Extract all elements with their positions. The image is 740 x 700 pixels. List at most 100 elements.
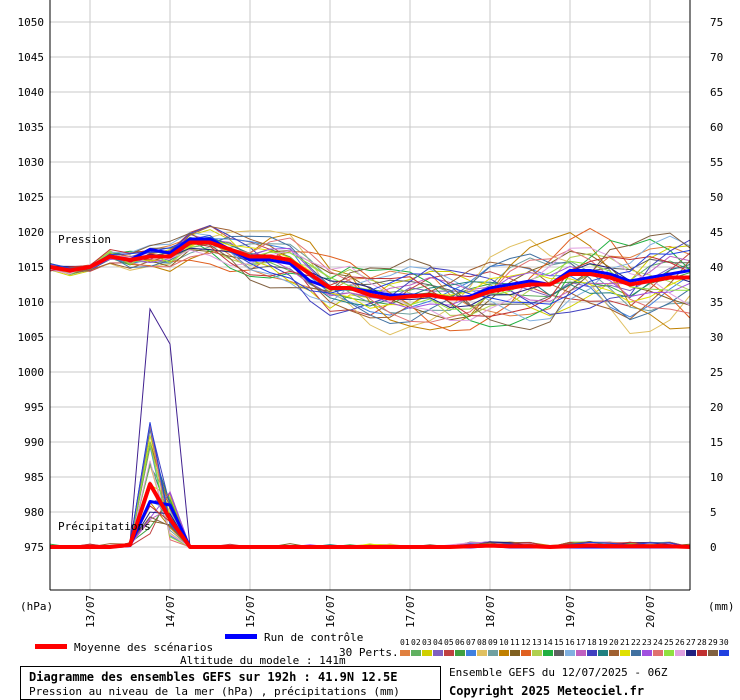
right-tick-label: 0 [710, 541, 717, 554]
perturbation-swatch [400, 650, 410, 656]
perturbation-swatch [477, 650, 487, 656]
x-tick-label: 18/07 [484, 595, 497, 628]
x-tick-label: 14/07 [164, 595, 177, 628]
perturbation-swatch [631, 650, 641, 656]
left-tick-label: 1035 [18, 121, 45, 134]
perturbation-swatch [697, 650, 707, 656]
left-tick-label: 1030 [18, 156, 45, 169]
left-tick-label: 1025 [18, 191, 45, 204]
main-series [49, 237, 691, 549]
right-tick-label: 35 [710, 296, 723, 309]
perturbation-swatch [411, 650, 421, 656]
perturbation-id: 21 [620, 638, 630, 647]
x-tick-label: 13/07 [84, 595, 97, 628]
perturbation-swatch [664, 650, 674, 656]
perturbation-swatch [587, 650, 597, 656]
right-tick-label: 50 [710, 191, 723, 204]
right-tick-label: 10 [710, 471, 723, 484]
control-legend-label: Run de contrôle [264, 631, 364, 644]
perturbation-id: 12 [521, 638, 531, 647]
left-tick-label: 1015 [18, 261, 45, 274]
perturbation-id: 15 [554, 638, 564, 647]
perturbation-id: 17 [576, 638, 586, 647]
run-info: Ensemble GEFS du 12/07/2025 - 06Z [449, 666, 668, 679]
left-axis-unit: (hPa) [20, 600, 54, 613]
right-tick-label: 60 [710, 121, 723, 134]
perturbation-id: 09 [488, 638, 498, 647]
perturbation-swatch [488, 650, 498, 656]
right-axis-unit: (mm) [708, 600, 735, 613]
perturbation-swatch [554, 650, 564, 656]
perturbation-id: 04 [433, 638, 443, 647]
perturbation-id: 07 [466, 638, 476, 647]
altitude-label: Altitude du modele : 141m [180, 654, 346, 667]
left-tick-label: 995 [24, 401, 44, 414]
right-tick-label: 25 [710, 366, 723, 379]
chart-title: Diagramme des ensembles GEFS sur 192h : … [29, 670, 398, 684]
left-tick-label: 1045 [18, 51, 45, 64]
perturbation-swatch [510, 650, 520, 656]
control-legend-swatch [225, 634, 257, 639]
pressure-member-line [49, 232, 691, 322]
right-tick-label: 20 [710, 401, 723, 414]
perturbation-id: 14 [543, 638, 553, 647]
pressure-member-line [49, 232, 691, 331]
right-tick-label: 65 [710, 86, 723, 99]
perturbation-id: 26 [675, 638, 685, 647]
pressure-member-line [49, 249, 691, 321]
x-tick-label: 15/07 [244, 595, 257, 628]
perturbation-swatch [444, 650, 454, 656]
chart-subtitle: Pression au niveau de la mer (hPa) , pré… [29, 685, 400, 698]
perturbation-swatch [719, 650, 729, 656]
left-tick-label: 985 [24, 471, 44, 484]
perturbation-swatch [543, 650, 553, 656]
perturbation-swatch [466, 650, 476, 656]
perturbation-id: 24 [653, 638, 663, 647]
pressure-member-line [49, 225, 691, 316]
perturbation-swatch [433, 650, 443, 656]
right-tick-label: 30 [710, 331, 723, 344]
x-tick-label: 19/07 [564, 595, 577, 628]
perturbation-id: 27 [686, 638, 696, 647]
perturbation-swatch [609, 650, 619, 656]
precip-mean-line [50, 482, 691, 549]
pressure-control-line [49, 237, 691, 300]
pressure-member-line [49, 230, 691, 336]
left-tick-label: 990 [24, 436, 44, 449]
right-tick-label: 55 [710, 156, 723, 169]
perturbation-id: 08 [477, 638, 487, 647]
perturbation-id: 13 [532, 638, 542, 647]
perturbation-swatch [653, 650, 663, 656]
perturbation-swatch [565, 650, 575, 656]
perturbation-id: 28 [697, 638, 707, 647]
left-tick-label: 1000 [18, 366, 45, 379]
x-tick-label: 17/07 [404, 595, 417, 628]
perturbation-id: 06 [455, 638, 465, 647]
perturbation-id: 19 [598, 638, 608, 647]
copyright: Copyright 2025 Meteociel.fr [449, 684, 645, 698]
perturbation-id: 18 [587, 638, 597, 647]
pressure-mean-line [49, 240, 690, 301]
x-tick-label: 20/07 [644, 595, 657, 628]
perturbation-id: 02 [411, 638, 421, 647]
pressure-section-label: Pression [58, 233, 111, 246]
perturbation-id: 22 [631, 638, 641, 647]
perturbation-swatch [576, 650, 586, 656]
right-tick-label: 45 [710, 226, 723, 239]
left-tick-label: 1005 [18, 331, 45, 344]
perturbation-swatch [642, 650, 652, 656]
perturbation-id: 30 [719, 638, 729, 647]
perturbation-swatch [532, 650, 542, 656]
perturbation-id: 05 [444, 638, 454, 647]
perturbation-swatch [620, 650, 630, 656]
perturbation-swatch [675, 650, 685, 656]
x-tick-label: 16/07 [324, 595, 337, 628]
perturbation-swatch [521, 650, 531, 656]
perturbation-id: 23 [642, 638, 652, 647]
mean-legend-swatch [35, 644, 67, 649]
perturbation-swatch [455, 650, 465, 656]
perturbation-swatch [499, 650, 509, 656]
pressure-member-line [49, 232, 691, 331]
right-tick-label: 70 [710, 51, 723, 64]
